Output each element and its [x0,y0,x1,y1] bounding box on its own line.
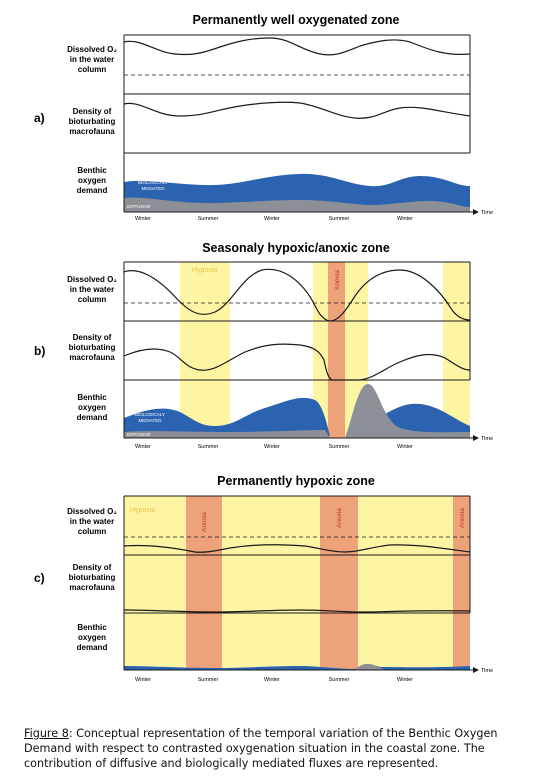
svg-text:Summer: Summer [329,677,350,683]
macrofauna-density-curve [123,343,471,381]
panel-letter: a) [34,111,45,125]
svg-text:Winter: Winter [135,216,151,222]
svg-text:Dissolved O₂: Dissolved O₂ [67,45,117,54]
row-label: Dissolved O₂ in the water column Density… [67,45,117,195]
svg-text:Density of: Density of [73,333,112,342]
svg-text:column: column [78,295,107,304]
hypoxia-zone [180,262,230,438]
svg-text:demand: demand [77,186,108,195]
svg-text:macrofauna: macrofauna [69,583,115,592]
svg-text:column: column [78,527,107,536]
svg-text:Summer: Summer [198,677,219,683]
anoxia-zone [328,262,345,438]
biologically-mediated-area [124,397,330,438]
diffusive-area [345,384,470,438]
svg-text:oxygen: oxygen [78,633,106,642]
svg-text:Winter: Winter [135,444,151,450]
svg-text:Density of: Density of [73,107,112,116]
diffusive-area [355,663,390,670]
biologically-mediated-label: MEDIATED [142,186,166,191]
svg-text:Summer: Summer [329,216,350,222]
svg-text:bioturbating: bioturbating [69,117,116,126]
svg-text:in the water: in the water [70,517,114,526]
svg-text:Dissolved O₂: Dissolved O₂ [67,507,117,516]
figure-caption: Figure 8: Conceptual representation of t… [24,726,538,771]
panel-letter: b) [34,344,45,358]
dissolved-o2-curve [123,544,471,553]
svg-text:oxygen: oxygen [78,176,106,185]
hypoxia-zone [124,496,470,670]
anoxia-zone [186,496,222,670]
panel-c: Permanently hypoxic zone c) Hypoxia Anox… [34,474,493,683]
svg-text:Density of: Density of [73,563,112,572]
biologically-mediated-label: BIOLOGICALY [135,412,165,417]
anoxia-label: Anoxia [459,508,466,528]
time-axis-label: Time [481,210,493,216]
svg-text:Summer: Summer [198,444,219,450]
dissolved-o2-curve [123,37,471,56]
svg-text:bioturbating: bioturbating [69,573,116,582]
anoxia-zone [320,496,358,670]
panel-title: Permanently hypoxic zone [217,474,375,488]
panel-b: Seasonaly hypoxic/anoxic zone b) Hypoxia… [34,241,493,450]
anoxia-label: Anoxia [334,270,341,290]
biologically-mediated-area [124,664,470,670]
svg-text:bioturbating: bioturbating [69,343,116,352]
svg-text:Summer: Summer [198,216,219,222]
panel-title: Seasonaly hypoxic/anoxic zone [202,241,390,255]
svg-text:Summer: Summer [329,444,350,450]
dissolved-o2-curve [123,268,471,322]
svg-text:in the water: in the water [70,285,114,294]
svg-text:demand: demand [77,413,108,422]
svg-text:oxygen: oxygen [78,403,106,412]
diffusive-label: DIFFUSIVE [127,204,151,209]
svg-text:Winter: Winter [264,444,280,450]
svg-text:Winter: Winter [397,216,413,222]
svg-text:Benthic: Benthic [77,623,107,632]
caption-text: : Conceptual representation of the tempo… [24,727,498,770]
time-axis-label: Time [481,436,493,442]
svg-text:Winter: Winter [397,677,413,683]
hypoxia-label: Hypoxia [130,507,155,514]
hypoxia-zone [443,262,470,438]
svg-text:in the water: in the water [70,55,114,64]
svg-text:macrofauna: macrofauna [69,127,115,136]
time-axis-ticks: Winter Summer Winter Summer Winter [135,444,413,450]
figure-number: Figure 8 [24,727,69,740]
svg-text:Winter: Winter [264,677,280,683]
svg-text:Winter: Winter [135,677,151,683]
svg-text:Winter: Winter [264,216,280,222]
svg-text:Benthic: Benthic [77,393,107,402]
svg-text:Benthic: Benthic [77,166,107,175]
panel-title: Permanently well oxygenated zone [192,13,399,27]
diffusive-label: DIFFUSIVE [127,432,151,437]
row-label: Dissolved O₂ in the water column Density… [67,275,117,422]
svg-text:column: column [78,65,107,74]
row-label: Dissolved O₂ in the water column Density… [67,507,117,652]
macrofauna-density-curve [123,101,471,119]
macrofauna-density-curve [123,609,471,613]
biologically-mediated-label: MEDIATED [139,418,163,423]
time-axis-ticks: Winter Summer Winter Summer Winter [135,677,413,683]
diffusive-area [124,197,470,212]
panel-letter: c) [34,571,45,585]
anoxia-label: Anoxia [336,508,343,528]
biologically-mediated-label: BIOLOGICALY [138,180,168,185]
time-axis-ticks: Winter Summer Winter Summer Winter [135,216,413,222]
time-axis-label: Time [481,668,493,674]
panel-a: Permanently well oxygenated zone a) Diss… [34,13,493,222]
biologically-mediated-area [124,173,470,212]
svg-text:Winter: Winter [397,444,413,450]
diffusive-area [124,430,330,438]
svg-text:Dissolved O₂: Dissolved O₂ [67,275,117,284]
figure: Permanently well oxygenated zone a) Diss… [34,13,493,683]
svg-text:macrofauna: macrofauna [69,353,115,362]
hypoxia-label: Hypoxia [192,267,217,274]
anoxia-zone [453,496,470,670]
anoxia-label: Anoxia [201,512,208,532]
svg-text:demand: demand [77,643,108,652]
